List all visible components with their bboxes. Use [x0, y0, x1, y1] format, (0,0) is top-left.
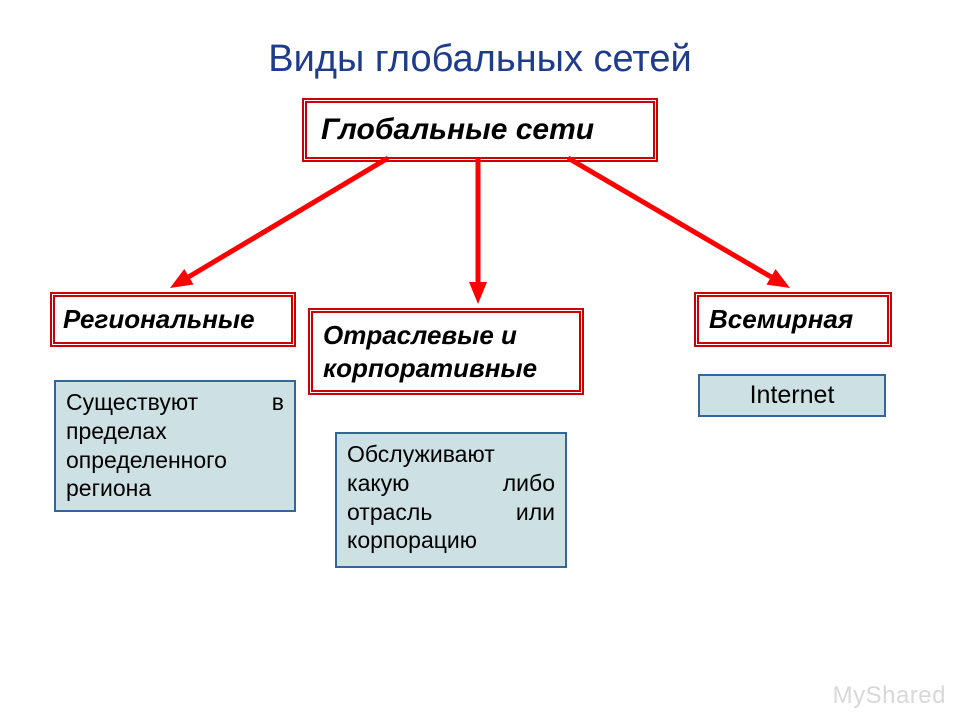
node-internet: Internet — [698, 374, 886, 417]
page-title: Виды глобальных сетей — [0, 38, 960, 81]
node-sector: Отраслевые и корпоративные — [308, 308, 584, 395]
node-sector-desc: Обслуживают какую либо отрасль или корпо… — [335, 432, 567, 568]
node-regional: Региональные — [50, 292, 296, 347]
watermark: MyShared — [833, 682, 946, 710]
node-world: Всемирная — [694, 292, 892, 347]
node-root: Глобальные сети — [302, 98, 658, 162]
node-regional-desc: Существуют в пределах определенного реги… — [54, 380, 296, 512]
